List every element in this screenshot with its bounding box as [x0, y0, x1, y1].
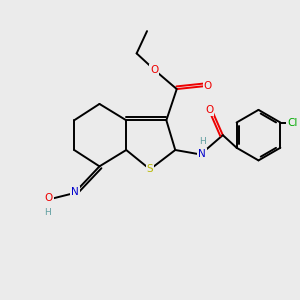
Text: Cl: Cl	[287, 118, 297, 128]
Text: O: O	[204, 81, 212, 91]
Text: S: S	[147, 164, 153, 174]
Text: H: H	[199, 137, 206, 146]
Text: O: O	[205, 105, 214, 115]
Text: O: O	[45, 193, 53, 202]
Text: H: H	[44, 208, 51, 217]
Text: N: N	[198, 149, 206, 159]
Text: O: O	[150, 65, 159, 75]
Text: N: N	[71, 187, 79, 196]
